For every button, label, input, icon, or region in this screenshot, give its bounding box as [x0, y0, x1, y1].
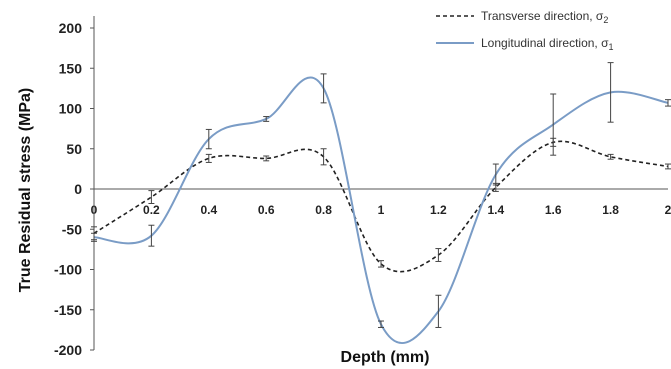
error-bar [435, 248, 442, 262]
error-bar [320, 148, 327, 166]
error-bar [263, 155, 270, 162]
x-axis-title: Depth (mm) [341, 349, 430, 366]
error-bar [148, 190, 155, 204]
x-tick-label: 2 [665, 203, 671, 217]
error-bar [492, 163, 499, 186]
error-bar [607, 153, 614, 160]
y-tick-label: 50 [66, 141, 82, 157]
y-axis-title: True Residual stress (MPa) [17, 88, 34, 293]
error-bar [205, 153, 212, 163]
error-bar [205, 128, 212, 150]
y-tick-label: -50 [62, 221, 82, 237]
y-tick-labels: 200 150 100 50 0 -50 -100 -150 -200 [54, 20, 94, 358]
error-bar [665, 163, 671, 170]
x-tick-label: 0.8 [315, 203, 332, 217]
y-tick-label: -200 [54, 342, 82, 358]
x-tick-label: 1.6 [545, 203, 562, 217]
x-tick-label: 1.4 [487, 203, 504, 217]
series-longitudinal [91, 62, 671, 345]
error-bar [378, 260, 384, 268]
series-layer [91, 62, 671, 345]
error-bar [148, 224, 155, 247]
x-tick-label: 1 [378, 203, 385, 217]
error-bar [435, 294, 442, 328]
axes [93, 16, 668, 350]
error-bar [550, 93, 557, 156]
error-bar [263, 116, 270, 122]
legend-label-transverse: Transverse direction, σ2 [481, 9, 608, 25]
y-tick-label: 100 [59, 101, 83, 117]
x-tick-label: 0.4 [200, 203, 217, 217]
series-line [93, 140, 669, 273]
error-bar [320, 73, 327, 104]
y-tick-label: 150 [59, 60, 83, 76]
error-bar [607, 62, 614, 123]
y-tick-label: -100 [54, 262, 82, 278]
x-tick-label: 0.2 [143, 203, 160, 217]
y-tick-label: -150 [54, 302, 82, 318]
error-bar [665, 99, 671, 107]
y-tick-label: 200 [59, 20, 83, 36]
legend: Transverse direction, σ2 Longitudinal di… [436, 9, 614, 52]
error-bar [91, 232, 97, 242]
legend-label-longitudinal: Longitudinal direction, σ1 [481, 36, 614, 52]
x-tick-label: 0.6 [258, 203, 275, 217]
x-tick-label: 1.8 [602, 203, 619, 217]
x-tick-label: 1.2 [430, 203, 447, 217]
y-tick-label: 0 [74, 181, 82, 197]
x-tick-labels: 00.20.40.60.811.21.41.61.82 [91, 203, 671, 217]
error-bar [378, 320, 384, 328]
